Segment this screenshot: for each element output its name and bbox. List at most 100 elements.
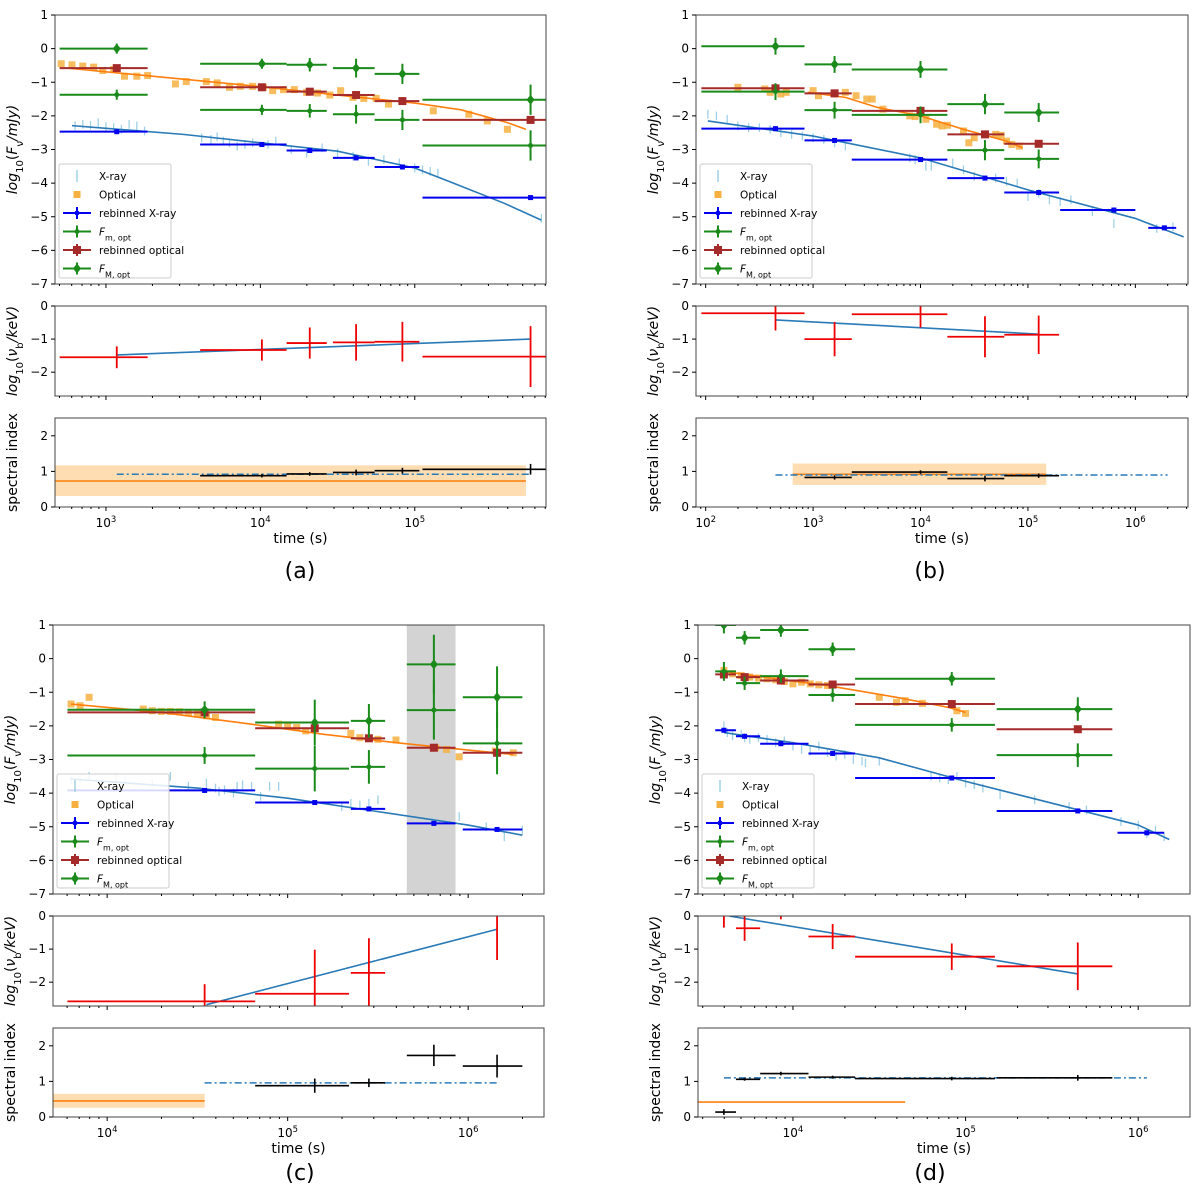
legend-label: rebinned X-ray [742, 818, 819, 830]
fM-opt-point-marker [771, 41, 780, 52]
fM-opt-point-marker [740, 632, 749, 643]
legend-label: X-ray [740, 171, 767, 183]
fM-opt-point-marker [310, 717, 319, 728]
y-tick-label: 0 [38, 1110, 46, 1124]
x-tick-label: 102 [695, 515, 716, 530]
rebinned-optical-point-marker [1073, 725, 1082, 734]
fm-opt-point-marker [307, 108, 313, 114]
optical-point [326, 91, 334, 99]
fM-opt-point [200, 58, 287, 69]
legend-label: X-ray [99, 171, 126, 183]
fm-opt-point-marker [366, 764, 372, 770]
rebinned-xray-point-marker [832, 137, 838, 143]
fM-opt-point [422, 84, 546, 115]
index-point [996, 1074, 1113, 1081]
optical-point [943, 121, 951, 129]
optical-point [997, 131, 1005, 139]
rebinned-xray-point-marker [202, 787, 208, 793]
optical-point [269, 87, 277, 95]
xray-fit-line [707, 120, 1184, 238]
fm-opt-point [350, 750, 386, 784]
rebinned-xray-point-marker [1075, 808, 1081, 814]
legend-diamond-icon [73, 263, 81, 274]
y-tick-label: −1 [30, 75, 48, 89]
y-tick-label: 1 [683, 1074, 691, 1088]
fM-opt-point-marker [776, 625, 785, 636]
rebinned-optical-point [1004, 139, 1060, 148]
fm-opt-point-marker [830, 692, 836, 698]
fM-opt-point [851, 61, 948, 78]
fm-opt-point [67, 747, 256, 764]
index-point [462, 1054, 523, 1078]
fm-opt-point [808, 688, 856, 702]
rebinned-xray-point [406, 820, 456, 826]
rebinned-xray-point-marker [1111, 207, 1117, 213]
fm-opt-point-marker [202, 752, 208, 758]
rebinned-optical-point [286, 87, 327, 96]
y-axis-label: log10(νb/keV) [3, 916, 24, 1006]
rebinned-optical-point [374, 97, 420, 106]
optical-point [814, 92, 822, 100]
fM-opt-point [1004, 103, 1060, 122]
legend-optical-icon [716, 801, 724, 808]
fM-opt-point-marker [305, 59, 314, 70]
break-axes-plot-area [59, 321, 546, 388]
legend-label: rebinned X-ray [740, 208, 817, 220]
break-axes-plot-area [701, 306, 1060, 358]
xray-fit-line [70, 778, 523, 836]
y-tick-label: −4 [673, 786, 691, 800]
legend-label: FM, opt [740, 264, 771, 280]
legend-diamond-icon [716, 873, 724, 884]
rebinned-xray-point-marker [399, 164, 405, 170]
fm-opt-point-marker [918, 112, 924, 118]
legend-label: FM, opt [97, 874, 128, 890]
break-axes-plot-area [722, 916, 1113, 991]
legend-label: Optical [740, 190, 777, 202]
fm-opt-point-marker [259, 107, 265, 113]
legend-dot-icon [717, 820, 723, 826]
legend-label: Fm, opt [99, 227, 131, 243]
rebinned-xray-point [59, 129, 148, 135]
index-axes: 0 1 2 103 104 105 spectral index [5, 413, 547, 530]
y-tick-label: 0 [683, 1110, 691, 1124]
fM-opt-point [255, 699, 350, 746]
fM-opt-point [715, 625, 736, 634]
x-axis-label: time (s) [915, 531, 969, 547]
fM-opt-point-marker [398, 68, 407, 79]
rebinned-xray-point [947, 175, 1005, 181]
break-point [422, 326, 546, 388]
flux-axes: 1 0 −1 −2 −3 −4 −5 −6 −7 log10(Fν/mJy) X-ray Optica… [646, 8, 1189, 291]
y-tick-label: −3 [30, 143, 48, 157]
optical-point [754, 674, 762, 682]
fm-opt-point [947, 140, 1005, 161]
rebinned-optical-point-marker [828, 680, 837, 689]
legend-label: Fm, opt [740, 227, 772, 243]
y-tick-label: −2 [671, 109, 689, 123]
rebinned-xray-point [462, 826, 523, 832]
y-tick-label: 2 [38, 1039, 46, 1053]
panel-label: (c) [285, 1161, 314, 1186]
legend-label: FM, opt [99, 264, 130, 280]
rebinned-xray-point-marker [918, 157, 924, 163]
rebinned-xray-point-marker [307, 148, 313, 154]
y-axis-label: log10(Fν/mJy) [648, 715, 669, 804]
xray-fit-line [723, 731, 1170, 841]
y-tick-label: −6 [30, 243, 48, 257]
optical-point [133, 72, 141, 80]
legend-label: Optical [742, 800, 779, 812]
index-point [1004, 473, 1060, 478]
rebinned-optical-point [332, 91, 375, 100]
y-tick-label: 1 [40, 8, 48, 22]
y-tick-label: −4 [671, 176, 689, 190]
fm-opt-point [996, 743, 1113, 767]
optical-point [901, 697, 909, 705]
y-tick-label: 0 [683, 652, 691, 666]
rebinned-optical-point-marker [398, 97, 407, 106]
optical-point [385, 100, 393, 108]
rebinned-xray-point [996, 808, 1113, 814]
optical-point [933, 120, 941, 128]
x-tick-label: 104 [910, 515, 931, 530]
fm-opt-point-marker [832, 107, 838, 113]
x-axis-label: time (s) [273, 531, 327, 547]
